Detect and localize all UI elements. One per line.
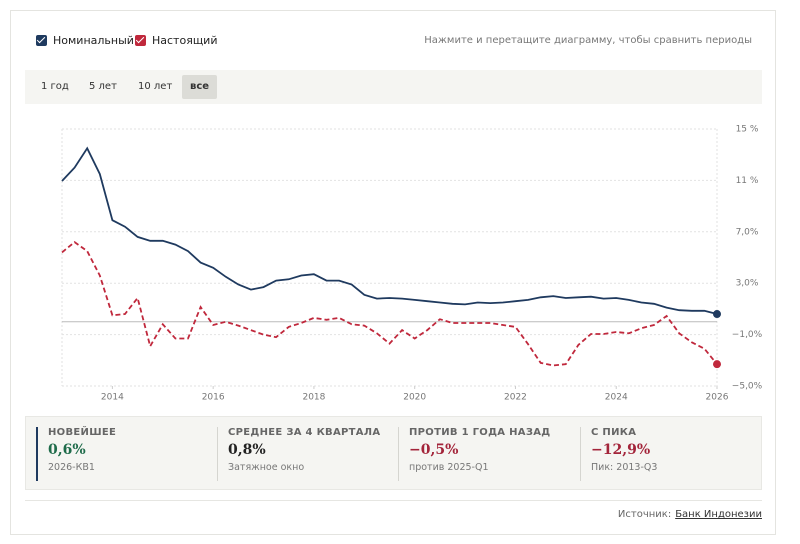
y-tick-label: 3,0% xyxy=(736,279,759,289)
y-tick-label: −1,0% xyxy=(732,330,763,340)
stat: ПРОТИВ 1 ГОДА НАЗАД −0,5% против 2025-Q1 xyxy=(398,427,551,481)
y-tick-label: 7,0% xyxy=(736,227,759,237)
tab[interactable]: все xyxy=(182,75,218,99)
legend-label: Номинальный xyxy=(53,34,134,47)
source-link[interactable]: Банк Индонезии xyxy=(675,509,762,520)
x-tick-label: 2016 xyxy=(202,393,225,403)
tab-bar: 1 год 5 лет 10 лет все xyxy=(25,70,762,104)
stat: С ПИКА −12,9% Пик: 2013-Q3 xyxy=(580,427,657,481)
end-marker xyxy=(713,310,721,319)
end-marker xyxy=(713,360,721,369)
stat-sub: Затяжное окно xyxy=(228,462,305,473)
y-tick-label: 15 % xyxy=(736,125,759,135)
stat-sub: 2026-КВ1 xyxy=(48,462,95,473)
stat-value: 0,8% xyxy=(228,442,266,458)
y-tick-label: 11 % xyxy=(736,176,759,186)
stat-sub: Пик: 2013-Q3 xyxy=(591,462,658,473)
tab[interactable]: 10 лет xyxy=(138,81,173,92)
stat-label: СРЕДНЕЕ ЗА 4 КВАРТАЛА xyxy=(228,427,381,438)
stat-label: ПРОТИВ 1 ГОДА НАЗАД xyxy=(409,427,551,438)
stat-sub: против 2025-Q1 xyxy=(409,462,489,473)
x-tick-label: 2018 xyxy=(302,393,325,403)
tab[interactable]: 5 лет xyxy=(89,81,117,92)
x-tick-label: 2026 xyxy=(706,393,729,403)
stat: СРЕДНЕЕ ЗА 4 КВАРТАЛА 0,8% Затяжное окно xyxy=(217,427,380,481)
x-tick-label: 2024 xyxy=(605,393,628,403)
hint: Нажмите и перетащите диаграмму, чтобы ср… xyxy=(424,35,752,46)
card xyxy=(10,10,776,535)
legend-item[interactable]: Номинальный xyxy=(36,34,134,47)
series-line xyxy=(61,146,718,315)
tab[interactable]: 1 год xyxy=(41,81,69,92)
stat-label: С ПИКА xyxy=(591,427,637,438)
stat-value: 0,6% xyxy=(48,442,86,458)
legend-checkbox[interactable] xyxy=(36,35,47,46)
stat: НОВЕЙШЕЕ 0,6% 2026-КВ1 xyxy=(36,427,116,481)
x-tick-label: 2020 xyxy=(403,393,426,403)
stat-value: −12,9% xyxy=(591,442,651,458)
x-tick-label: 2014 xyxy=(101,393,124,403)
y-tick-label: −5,0% xyxy=(732,382,763,392)
x-tick-label: 2022 xyxy=(504,393,527,403)
stats-panel: НОВЕЙШЕЕ 0,6% 2026-КВ1 СРЕДНЕЕ ЗА 4 КВАРТАЛ… xyxy=(25,416,762,490)
series-line xyxy=(61,240,718,367)
source-label: Источник: xyxy=(617,509,672,520)
separator xyxy=(25,500,762,501)
legend-item[interactable]: Настоящий xyxy=(135,34,217,47)
stat-label: НОВЕЙШЕЕ xyxy=(48,427,117,438)
legend-label: Настоящий xyxy=(152,34,218,47)
chart: −5,0% −1,0% 3,0% 7,0% 11 % 15 % 2014 2016 2018 20… xyxy=(61,125,763,403)
legend-checkbox[interactable] xyxy=(135,35,146,46)
source: Источник: Банк Индонезии xyxy=(618,509,762,520)
stat-value: −0,5% xyxy=(409,442,459,458)
